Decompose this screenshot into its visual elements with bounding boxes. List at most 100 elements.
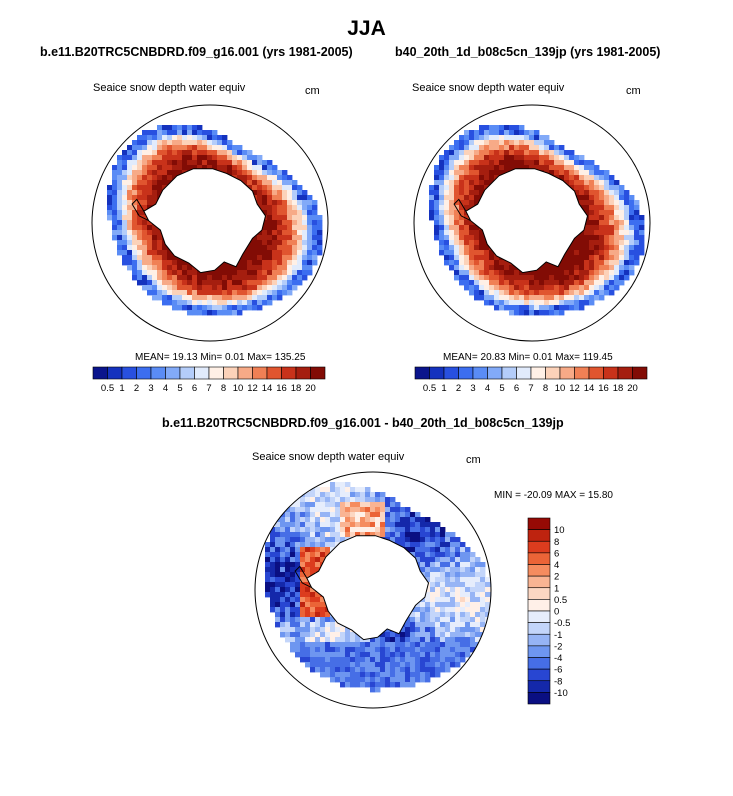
colorbar-2-box-0 — [414, 366, 430, 380]
colorbar-2-box-4 — [472, 366, 488, 380]
colorbar-3-box-6 — [527, 587, 551, 600]
colorbar-2-tick-4: 4 — [485, 383, 490, 394]
panel2-units: cm — [626, 85, 641, 97]
colorbar-3-box-9 — [527, 622, 551, 635]
colorbar-2-box-7 — [516, 366, 532, 380]
colorbar-3-box-11 — [527, 645, 551, 658]
colorbar-2-tick-0: 0.5 — [423, 383, 436, 394]
panel3-title: b.e11.B20TRC5CNBDRD.f09_g16.001 - b40_20… — [162, 416, 564, 430]
colorbar-1-tick-4: 4 — [163, 383, 168, 394]
colorbar-2: 0.5 1 2 3 4 5 6 7 8 10 12 14 16 18 20 — [414, 366, 648, 394]
panel1-stats: MEAN= 19.13 Min= 0.01 Max= 135.25 — [135, 352, 306, 363]
panel1-units: cm — [305, 85, 320, 97]
colorbar-3-box-3 — [527, 552, 551, 565]
colorbar-1-tick-13: 18 — [291, 383, 302, 394]
colorbar-3-tick-11: -4 — [554, 653, 562, 664]
map-boundary-1 — [91, 104, 329, 342]
colorbar-3-tick-12: -6 — [554, 665, 562, 676]
colorbar-2-tick-1: 1 — [441, 383, 446, 394]
colorbar-2-box-15 — [632, 366, 648, 380]
colorbar-1-tick-2: 2 — [134, 383, 139, 394]
colorbar-2-tick-2: 2 — [456, 383, 461, 394]
colorbar-2-box-10 — [559, 366, 575, 380]
colorbar-1-box-8 — [208, 366, 224, 380]
colorbar-1-box-11 — [252, 366, 268, 380]
panel1-variable-label: Seaice snow depth water equiv — [93, 82, 246, 94]
colorbar-2-tick-7: 7 — [528, 383, 533, 394]
colorbar-3-tick-8: -0.5 — [554, 618, 570, 629]
colorbar-2-tick-9: 10 — [555, 383, 566, 394]
colorbar-2-tick-6: 6 — [514, 383, 519, 394]
colorbar-1-tick-12: 16 — [276, 383, 287, 394]
colorbar-1-box-14 — [295, 366, 311, 380]
map-panel-1 — [91, 104, 329, 342]
colorbar-1-box-12 — [266, 366, 282, 380]
colorbar-1-box-10 — [237, 366, 253, 380]
colorbar-1-box-0 — [92, 366, 108, 380]
colorbar-2-box-2 — [443, 366, 459, 380]
colorbar-2-box-9 — [545, 366, 561, 380]
season-title: JJA — [347, 17, 386, 40]
colorbar-3-tick-5: 1 — [554, 583, 559, 594]
colorbar-2-tick-14: 20 — [627, 383, 638, 394]
colorbar-1: 0.5 1 2 3 4 5 6 7 8 10 12 14 16 18 20 — [92, 366, 326, 394]
colorbar-1-box-3 — [136, 366, 152, 380]
colorbar-2-box-5 — [487, 366, 503, 380]
colorbar-1-tick-6: 6 — [192, 383, 197, 394]
colorbar-1-box-1 — [107, 366, 123, 380]
colorbar-3-box-13 — [527, 668, 551, 682]
antarctica-coastline-3 — [306, 535, 430, 641]
panel3-units: cm — [466, 454, 481, 466]
colorbar-3-box-8 — [527, 610, 551, 623]
colorbar-3-box-1 — [527, 529, 551, 542]
antarctica-coastline-1 — [143, 168, 267, 274]
panel1-title: b.e11.B20TRC5CNBDRD.f09_g16.001 (yrs 198… — [40, 45, 353, 59]
colorbar-3-tick-3: 4 — [554, 560, 559, 571]
colorbar-2-box-12 — [588, 366, 604, 380]
antarctic-peninsula-2 — [453, 198, 471, 222]
antarctic-peninsula-3 — [294, 565, 312, 589]
colorbar-2-box-1 — [429, 366, 445, 380]
colorbar-2-box-11 — [574, 366, 590, 380]
colorbar-2-tick-13: 18 — [613, 383, 624, 394]
colorbar-1-tick-8: 8 — [221, 383, 226, 394]
colorbar-1-tick-3: 3 — [148, 383, 153, 394]
colorbar-1-box-4 — [150, 366, 166, 380]
colorbar-1-tick-1: 1 — [119, 383, 124, 394]
panel3-stats: MIN = -20.09 MAX = 15.80 — [494, 490, 613, 501]
colorbar-1-tick-9: 10 — [233, 383, 244, 394]
colorbar-1-tick-11: 14 — [262, 383, 273, 394]
colorbar-3-tick-13: -8 — [554, 676, 562, 687]
colorbar-3-box-12 — [527, 657, 551, 670]
antarctic-peninsula-1 — [131, 198, 149, 222]
colorbar-3-box-4 — [527, 564, 551, 577]
colorbar-1-box-5 — [165, 366, 181, 380]
colorbar-3-tick-10: -2 — [554, 641, 562, 652]
colorbar-3-tick-4: 2 — [554, 572, 559, 583]
colorbar-1-box-13 — [281, 366, 297, 380]
colorbar-2-box-14 — [617, 366, 633, 380]
colorbar-2-box-8 — [530, 366, 546, 380]
colorbar-1-box-2 — [121, 366, 137, 380]
colorbar-1-box-7 — [194, 366, 210, 380]
colorbar-3-box-14 — [527, 680, 551, 693]
colorbar-1-box-6 — [179, 366, 195, 380]
colorbar-1-tick-7: 7 — [206, 383, 211, 394]
colorbar-1-box-15 — [310, 366, 326, 380]
colorbar-2-box-13 — [603, 366, 619, 380]
colorbar-2-box-3 — [458, 366, 474, 380]
colorbar-3-tick-2: 6 — [554, 548, 559, 559]
colorbar-1-tick-14: 20 — [305, 383, 316, 394]
colorbar-3-box-0 — [527, 517, 551, 530]
colorbar-2-tick-11: 14 — [584, 383, 595, 394]
colorbar-3-box-15 — [527, 692, 551, 705]
colorbar-1-tick-5: 5 — [177, 383, 182, 394]
colorbar-3-tick-9: -1 — [554, 630, 562, 641]
map-panel-2 — [413, 104, 651, 342]
colorbar-2-tick-5: 5 — [499, 383, 504, 394]
panel2-stats: MEAN= 20.83 Min= 0.01 Max= 119.45 — [443, 352, 613, 363]
colorbar-3-tick-0: 10 — [554, 525, 565, 536]
colorbar-3-tick-6: 0.5 — [554, 595, 567, 606]
